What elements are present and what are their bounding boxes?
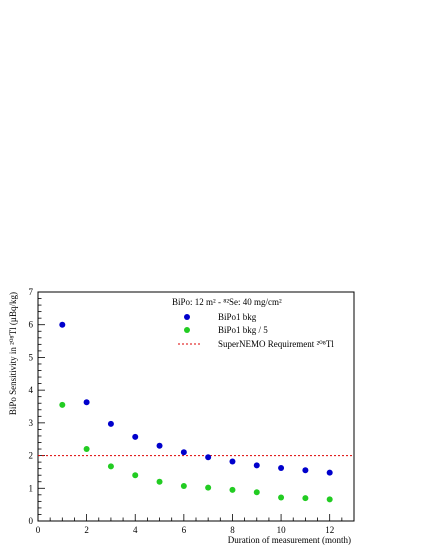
- x-tick-label: 2: [84, 525, 89, 535]
- legend-marker-bipo1-div5: [184, 327, 190, 333]
- point-bipo1-bkg: [83, 399, 90, 406]
- x-tick-label: 10: [277, 525, 287, 535]
- legend-label-requirement: SuperNEMO Requirement ²⁰⁸Tl: [218, 339, 334, 349]
- x-axis-label: Duration of measurement (month): [228, 535, 351, 545]
- y-tick-label: 3: [29, 418, 34, 428]
- x-tick-label: 6: [182, 525, 187, 535]
- y-axis: 0 1 2 3 4 5 6 7: [29, 287, 45, 526]
- point-bipo1-bkg-div5: [326, 496, 333, 503]
- legend-header: BiPo: 12 m² - ⁸²Se: 40 mg/cm²: [172, 297, 282, 307]
- point-bipo1-bkg: [302, 467, 309, 474]
- point-bipo1-bkg-div5: [278, 494, 285, 501]
- point-bipo1-bkg-div5: [83, 446, 90, 453]
- point-bipo1-bkg-div5: [229, 486, 236, 493]
- y-tick-label: 6: [29, 320, 34, 330]
- point-bipo1-bkg-div5: [132, 472, 139, 479]
- legend-marker-bipo1: [184, 314, 190, 320]
- point-bipo1-bkg: [107, 420, 114, 427]
- x-tick-label: 0: [36, 525, 41, 535]
- y-tick-label: 2: [29, 451, 34, 461]
- y-axis-label: BiPo Sensitivity in ²⁰⁸Tl (µBq/kg): [8, 292, 18, 415]
- y-tick-label: 1: [29, 483, 34, 493]
- x-tick-label: 4: [133, 525, 138, 535]
- point-bipo1-bkg-div5: [107, 463, 114, 470]
- point-bipo1-bkg-div5: [302, 495, 309, 502]
- point-bipo1-bkg: [132, 433, 139, 440]
- y-tick-label: 4: [29, 385, 34, 395]
- legend: BiPo: 12 m² - ⁸²Se: 40 mg/cm² BiPo1 bkg …: [172, 297, 334, 349]
- data-points: [59, 321, 333, 503]
- point-bipo1-bkg-div5: [156, 478, 163, 485]
- point-bipo1-bkg: [156, 442, 163, 449]
- legend-label-bipo1-div5: BiPo1 bkg / 5: [218, 325, 268, 335]
- point-bipo1-bkg: [205, 454, 212, 461]
- point-bipo1-bkg: [180, 449, 187, 456]
- plot-frame: [37, 291, 355, 522]
- point-bipo1-bkg: [229, 458, 236, 465]
- point-bipo1-bkg-div5: [205, 484, 212, 491]
- y-tick-label: 0: [29, 516, 34, 526]
- point-bipo1-bkg: [253, 462, 260, 469]
- point-bipo1-bkg-div5: [253, 489, 260, 496]
- point-bipo1-bkg-div5: [180, 482, 187, 489]
- y-tick-label: 7: [29, 287, 34, 297]
- point-bipo1-bkg: [326, 469, 333, 476]
- point-bipo1-bkg: [278, 465, 285, 472]
- x-tick-label: 12: [325, 525, 334, 535]
- point-bipo1-bkg: [59, 321, 66, 328]
- point-bipo1-bkg-div5: [59, 401, 66, 408]
- x-axis: 0 2 4 6 8 10 12: [36, 514, 355, 535]
- x-tick-label: 8: [230, 525, 235, 535]
- y-tick-label: 5: [29, 352, 34, 362]
- legend-label-bipo1: BiPo1 bkg: [218, 312, 257, 322]
